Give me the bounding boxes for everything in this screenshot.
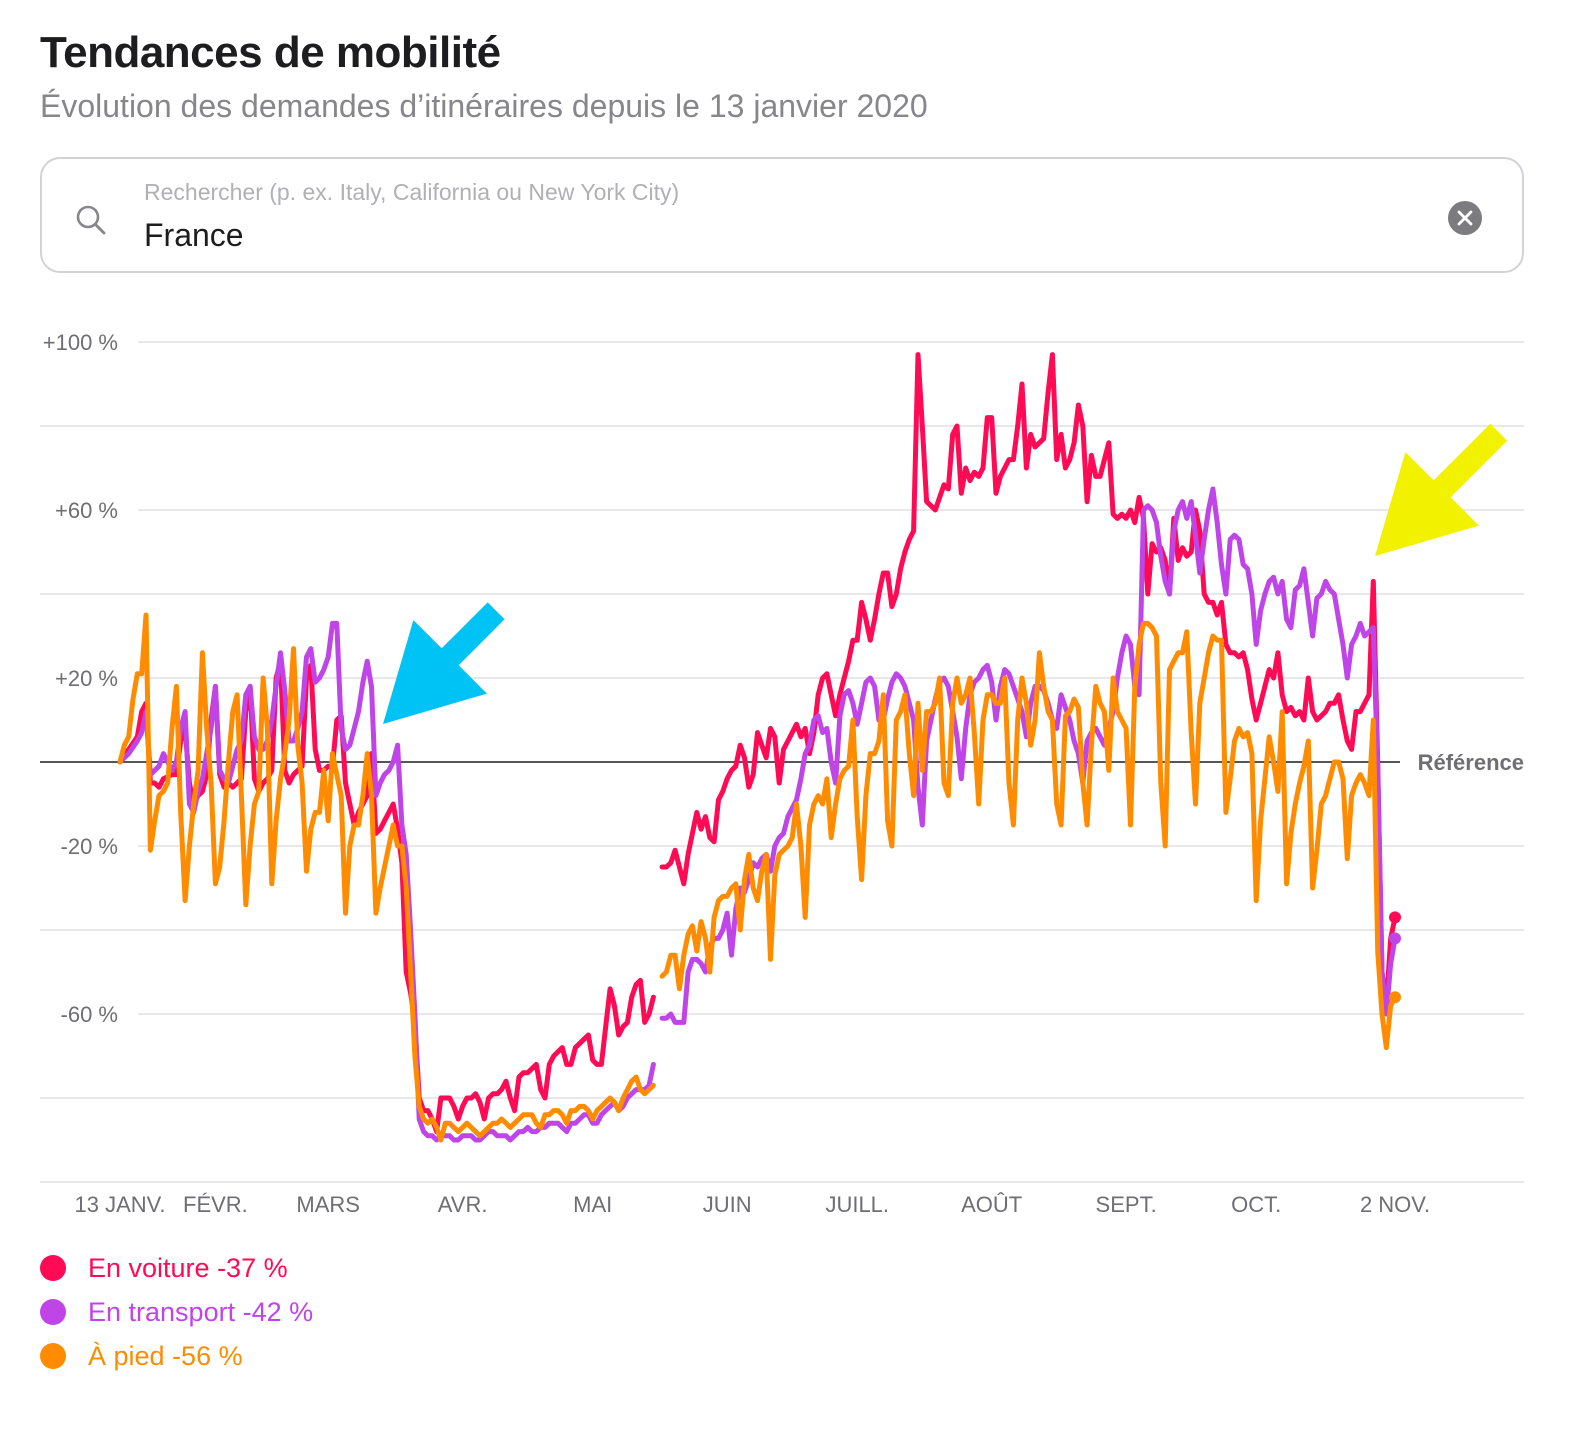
page-subtitle: Évolution des demandes d’itinéraires dep… (40, 88, 928, 124)
grid-layer (40, 341, 1524, 1183)
series-endpoint-2 (1389, 991, 1401, 1004)
x-axis-labels: 13 JANV. FÉVR. MARS AVR. MAI JUIN JUILL. AOÛT SE… (75, 1192, 1431, 1217)
legend-item-driving[interactable]: En voiture -37 % (40, 1246, 313, 1290)
legend-dot-walking (40, 1343, 66, 1369)
series-lines (117, 352, 1401, 1143)
x-tick-label: AVR. (438, 1192, 488, 1217)
mobility-chart: +100 % +60 % +20 % -20 % -60 % Référence 13 J… (40, 330, 1524, 1217)
legend-label-transit: En transport -42 % (88, 1296, 314, 1327)
legend-label-walking: À pied -56 % (88, 1340, 243, 1371)
page-title: Tendances de mobilité (40, 28, 501, 77)
x-tick-label: MARS (296, 1192, 360, 1217)
x-tick-label: FÉVR. (183, 1192, 248, 1217)
series-line--pied-seg-1 (659, 620, 1398, 1051)
yellow-arrow-icon (1375, 423, 1508, 556)
clear-icon (1457, 210, 1473, 226)
x-tick-label: SEPT. (1096, 1192, 1157, 1217)
x-tick-label: MAI (573, 1192, 612, 1217)
x-tick-label: OCT. (1231, 1192, 1281, 1217)
search-icon (76, 205, 106, 235)
x-tick-label: 2 NOV. (1360, 1192, 1430, 1217)
blue-arrow-icon (383, 602, 505, 724)
y-tick-label: -20 % (61, 834, 118, 859)
legend-item-transit[interactable]: En transport -42 % (40, 1290, 313, 1334)
legend-item-walking[interactable]: À pied -56 % (40, 1334, 313, 1378)
y-tick-label: +60 % (55, 498, 118, 523)
y-tick-label: -60 % (61, 1002, 118, 1027)
series-endpoint-1 (1389, 932, 1401, 945)
legend: En voiture -37 % En transport -42 % À pi… (40, 1246, 313, 1378)
clear-search-button[interactable] (1448, 201, 1482, 235)
legend-dot-transit (40, 1299, 66, 1325)
annotations (383, 423, 1508, 724)
x-tick-label: AOÛT (961, 1192, 1022, 1217)
search-box[interactable]: Rechercher (p. ex. Italy, California ou … (40, 157, 1524, 273)
search-placeholder: Rechercher (p. ex. Italy, California ou … (144, 179, 680, 205)
x-tick-label: JUIN (703, 1192, 752, 1217)
baseline-label: Référence (1418, 750, 1524, 775)
search-input[interactable] (144, 217, 1344, 254)
series-line--pied-seg-0 (117, 612, 656, 1143)
legend-dot-driving (40, 1255, 66, 1281)
y-axis-labels: +100 % +60 % +20 % -20 % -60 % Référence (43, 330, 1524, 1027)
y-tick-label: +20 % (55, 666, 118, 691)
series-line-en-voiture-seg-1 (659, 352, 1398, 1009)
legend-label-driving: En voiture -37 % (88, 1252, 288, 1283)
y-tick-label: +100 % (43, 330, 118, 355)
x-tick-label: 13 JANV. (75, 1192, 166, 1217)
x-tick-label: JUILL. (825, 1192, 889, 1217)
series-endpoint-0 (1389, 911, 1401, 924)
series-line-en-transport-seg-0 (117, 620, 656, 1143)
